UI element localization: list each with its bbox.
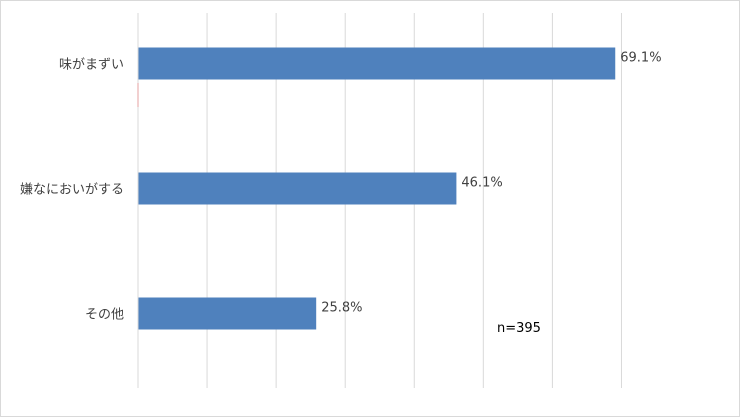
data-label: 25.8% (321, 301, 362, 316)
bar (138, 297, 317, 330)
category-label: 味がまずい (59, 58, 124, 73)
data-label: 46.1% (461, 176, 502, 191)
bar (138, 172, 457, 205)
sample-size-note: n=395 (497, 321, 541, 336)
value-labels: 69.1% 46.1% 25.8% (321, 51, 661, 316)
data-label: 69.1% (620, 51, 661, 66)
bars (138, 47, 616, 330)
bar (138, 47, 616, 80)
category-label: その他 (85, 308, 124, 323)
category-label: 嫌なにおいがする (20, 183, 124, 198)
